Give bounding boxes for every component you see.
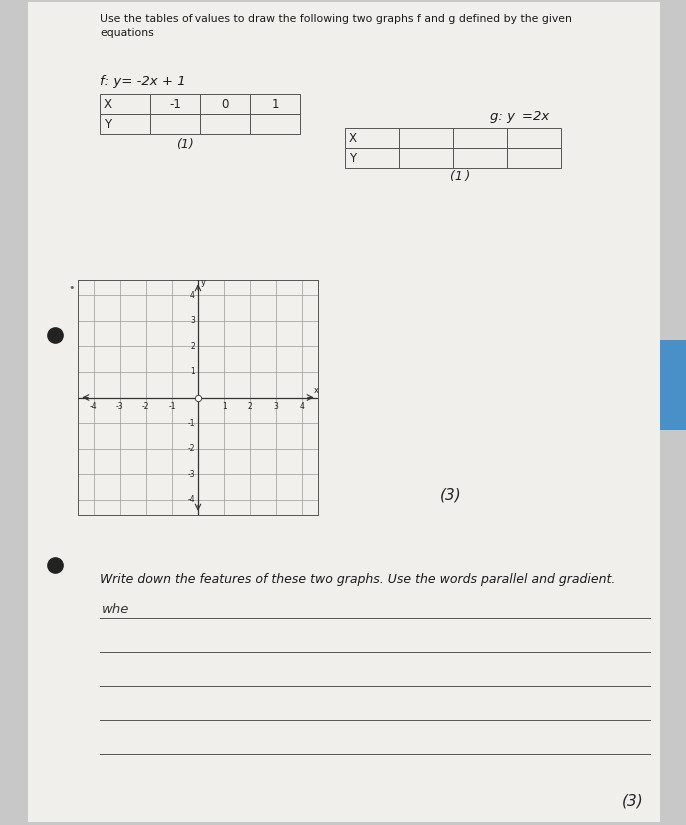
Text: 3: 3 bbox=[274, 402, 279, 411]
Text: y: y bbox=[200, 277, 206, 286]
Text: f: y= -2x + 1: f: y= -2x + 1 bbox=[100, 75, 186, 88]
Bar bbox=[250, 94, 300, 114]
Bar bbox=[453, 148, 507, 168]
Text: X: X bbox=[349, 131, 357, 144]
Text: x: x bbox=[314, 386, 318, 395]
Bar bbox=[100, 94, 150, 114]
Text: 4: 4 bbox=[300, 402, 305, 411]
Bar bbox=[345, 128, 399, 148]
Bar bbox=[200, 114, 250, 134]
Text: -3: -3 bbox=[187, 469, 195, 478]
Bar bbox=[250, 114, 300, 134]
Text: -4: -4 bbox=[187, 495, 195, 504]
Text: •: • bbox=[68, 283, 75, 293]
Bar bbox=[399, 128, 453, 148]
Text: Use the tables of values to draw the following two graphs f and g defined by the: Use the tables of values to draw the fol… bbox=[100, 14, 572, 24]
Bar bbox=[453, 128, 507, 148]
Text: -1: -1 bbox=[169, 97, 181, 111]
Text: 4: 4 bbox=[190, 291, 195, 299]
Text: -2: -2 bbox=[142, 402, 150, 411]
Text: -4: -4 bbox=[90, 402, 97, 411]
Bar bbox=[150, 94, 200, 114]
Bar bbox=[345, 148, 399, 168]
Text: -1: -1 bbox=[187, 418, 195, 427]
Bar bbox=[100, 114, 150, 134]
Text: 3: 3 bbox=[190, 316, 195, 325]
Text: (3): (3) bbox=[622, 793, 644, 808]
Text: (1): (1) bbox=[176, 138, 194, 151]
Bar bbox=[200, 94, 250, 114]
Text: 1: 1 bbox=[222, 402, 226, 411]
Text: whe: whe bbox=[102, 603, 130, 616]
Bar bbox=[507, 148, 561, 168]
Text: g: y  =2x: g: y =2x bbox=[490, 110, 549, 123]
Text: 2: 2 bbox=[190, 342, 195, 351]
Bar bbox=[507, 128, 561, 148]
Text: 1: 1 bbox=[271, 97, 279, 111]
Text: Write down the features of these two graphs. Use the words parallel and gradient: Write down the features of these two gra… bbox=[100, 573, 615, 586]
Bar bbox=[150, 114, 200, 134]
Text: Y: Y bbox=[349, 152, 356, 164]
Text: 1: 1 bbox=[190, 367, 195, 376]
Text: -1: -1 bbox=[168, 402, 176, 411]
Text: Y: Y bbox=[104, 117, 111, 130]
Text: -3: -3 bbox=[116, 402, 123, 411]
Text: 0: 0 bbox=[222, 97, 228, 111]
Bar bbox=[660, 340, 686, 430]
Bar bbox=[399, 148, 453, 168]
Text: equations: equations bbox=[100, 28, 154, 38]
Text: -2: -2 bbox=[187, 444, 195, 453]
Text: (1 ): (1 ) bbox=[450, 170, 470, 183]
Text: X: X bbox=[104, 97, 112, 111]
Text: 2: 2 bbox=[248, 402, 252, 411]
Text: (3): (3) bbox=[440, 488, 462, 503]
